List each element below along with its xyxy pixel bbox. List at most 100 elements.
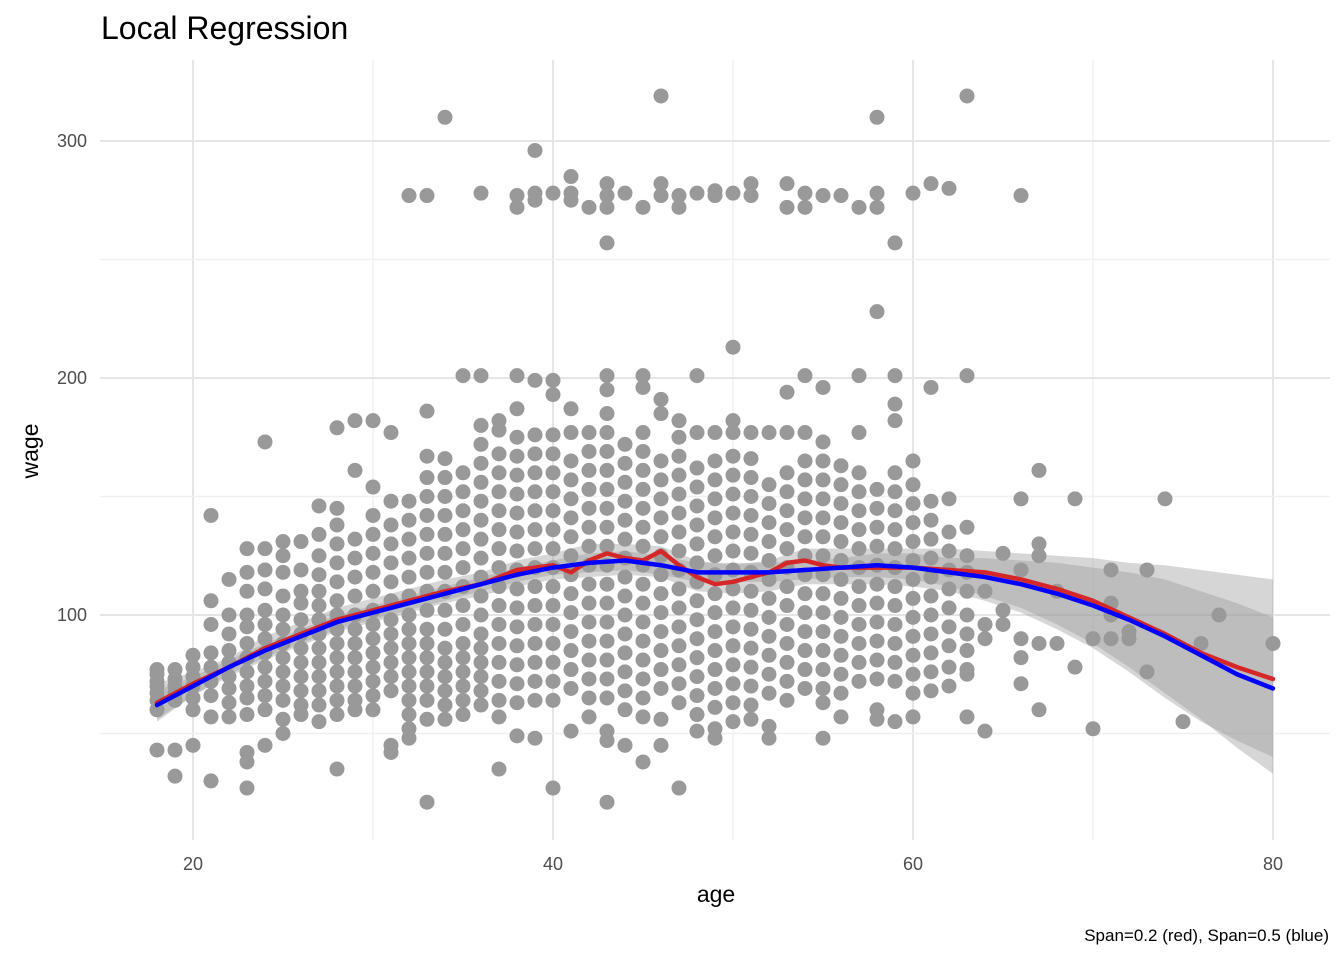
data-point [437,507,453,523]
data-point [689,707,705,723]
data-point [257,602,273,618]
data-point [293,683,309,699]
data-point [1067,659,1083,675]
data-point [689,555,705,571]
data-point [563,425,579,441]
data-point [383,425,399,441]
data-point [815,491,831,507]
data-point [545,427,561,443]
data-point [545,780,561,796]
data-point [419,526,435,542]
data-point [419,621,435,637]
data-point [923,588,939,604]
data-point [491,692,507,708]
data-point [833,666,849,682]
data-point [887,579,903,595]
data-point [293,654,309,670]
data-point [851,541,867,557]
data-point [419,794,435,810]
data-point [941,638,957,654]
data-point [545,673,561,689]
data-point [257,616,273,632]
data-point [833,458,849,474]
data-point [833,590,849,606]
data-point [419,489,435,504]
data-point [1049,635,1065,651]
data-point [653,88,669,104]
data-point [545,387,561,403]
data-point [239,707,255,723]
data-point [473,512,489,528]
data-point [455,650,471,666]
data-point [617,737,633,753]
data-point [671,543,687,559]
data-point [887,235,903,251]
data-point [383,683,399,699]
data-point [527,427,543,443]
data-point [365,688,381,704]
data-point [671,188,687,204]
data-point [707,624,723,640]
data-point [671,619,687,635]
data-point [599,235,615,251]
data-point [869,614,885,630]
data-point [707,472,723,488]
data-point [815,510,831,526]
data-point [581,425,597,441]
data-point [725,339,741,355]
data-point [851,522,867,538]
data-point [635,671,651,687]
data-point [779,598,795,614]
scatter-points [149,88,1281,810]
data-point [923,569,939,585]
data-point [581,443,597,459]
data-point [761,477,777,493]
data-point [257,434,273,450]
data-point [869,481,885,497]
data-point [761,552,777,568]
data-point [365,673,381,689]
data-point [257,702,273,718]
data-point [455,664,471,680]
data-point [887,673,903,689]
data-point [365,659,381,675]
data-point [905,552,921,568]
data-point [185,690,201,706]
data-point [887,522,903,538]
data-point [743,697,759,713]
data-point [815,529,831,545]
data-point [329,420,345,436]
data-point [797,529,813,545]
data-point [869,711,885,727]
data-point [257,541,273,557]
data-point [815,730,831,746]
data-point [473,626,489,642]
data-point [815,472,831,488]
data-point [689,593,705,609]
data-point [941,678,957,694]
data-point [455,692,471,708]
data-point [941,543,957,559]
data-point [275,726,291,741]
data-point [347,621,363,637]
data-point [725,524,741,540]
data-point [365,616,381,632]
data-point [1139,562,1155,578]
data-point [635,633,651,649]
data-point [347,413,363,429]
data-point [347,678,363,694]
data-point [815,680,831,696]
data-point [1175,714,1191,730]
data-point [491,654,507,670]
data-point [725,467,741,483]
data-point [689,612,705,628]
data-point [779,176,795,192]
data-point [329,650,345,666]
data-point [851,465,867,481]
data-point [491,465,507,481]
data-point [635,462,651,478]
data-point [887,714,903,730]
data-point [671,413,687,429]
data-point [563,472,579,488]
data-point [725,425,741,441]
